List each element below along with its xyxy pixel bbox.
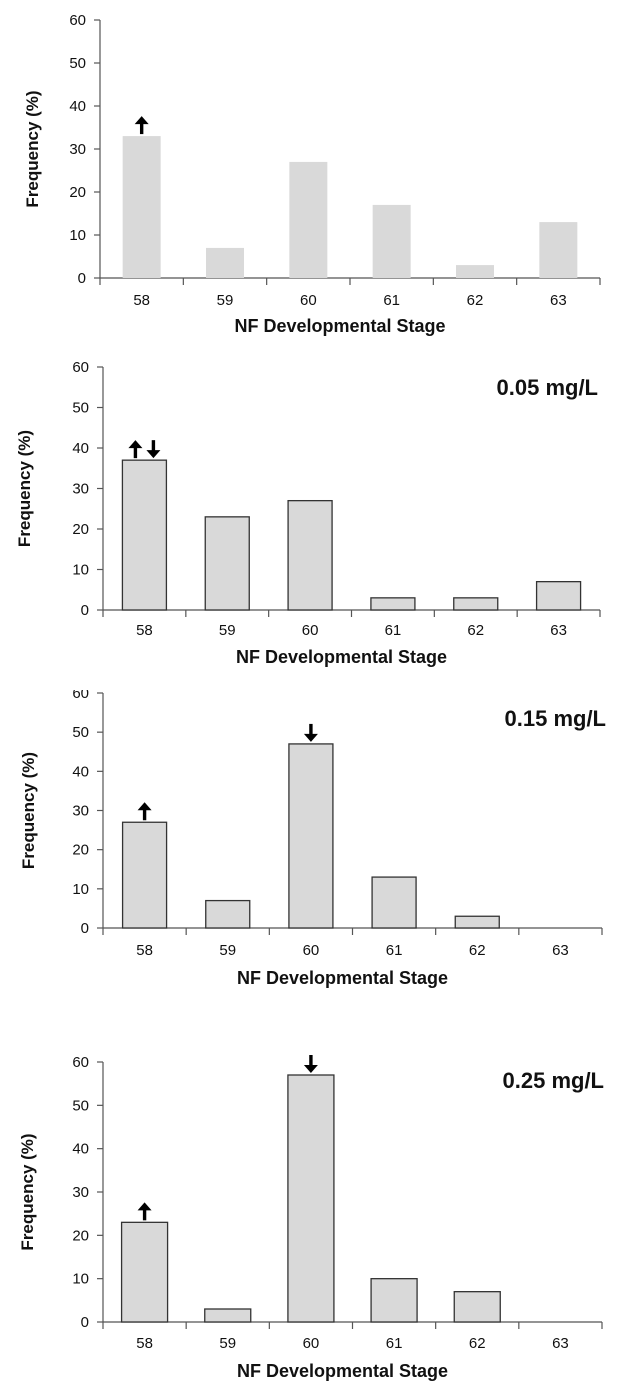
- up-arrow-icon: [134, 116, 149, 135]
- y-tick-label: 50: [72, 400, 89, 417]
- y-tick-label: 60: [72, 1054, 89, 1071]
- x-tick-label-63: 63: [552, 942, 569, 959]
- bar-stage-62: [453, 597, 499, 611]
- x-tick-label-58: 58: [136, 1335, 153, 1352]
- bar-stage-62: [453, 1291, 501, 1323]
- y-tick-label: 30: [72, 1184, 89, 1201]
- bar-stage-60: [287, 499, 333, 611]
- x-axis-label: NF Developmental Stage: [237, 968, 448, 988]
- x-tick-label-60: 60: [303, 942, 320, 959]
- x-tick-label-58: 58: [136, 622, 153, 639]
- x-tick-label-62: 62: [469, 942, 486, 959]
- y-tick-label: 30: [69, 141, 86, 158]
- x-tick-label-58: 58: [133, 292, 150, 309]
- x-tick-label-60: 60: [300, 292, 317, 309]
- chart-panel-1: 0 10 20 30 40 50 60 58 59 60 61 62 63 NF Developmenta…: [23, 12, 601, 336]
- x-tick-label-63: 63: [550, 292, 567, 309]
- bar-stage-60: [289, 161, 328, 278]
- y-tick-label: 50: [72, 1097, 89, 1114]
- bar-stage-59: [206, 247, 244, 278]
- x-tick-label-63: 63: [550, 622, 567, 639]
- y-axis-label: Frequency (%): [18, 1133, 37, 1250]
- up-arrow-icon: [128, 440, 143, 459]
- bar-stage-63: [539, 222, 578, 278]
- bar-stage-60: [287, 1074, 335, 1323]
- down-arrow-icon: [146, 440, 161, 459]
- chart-panel-3: 0 10 20 30 40 50 60 58 59 60 61 62 63 NF Developmenta…: [19, 690, 606, 988]
- x-tick-label-62: 62: [467, 622, 484, 639]
- bar-stage-62: [456, 265, 494, 278]
- y-tick-label: 10: [72, 1271, 89, 1288]
- x-tick-label-61: 61: [386, 1335, 403, 1352]
- bar-stage-61: [372, 204, 411, 278]
- concentration-label: 0.25 mg/L: [503, 1068, 604, 1093]
- y-tick-label: 60: [69, 12, 86, 29]
- x-tick-label-63: 63: [552, 1335, 569, 1352]
- x-tick-label-59: 59: [219, 622, 236, 639]
- y-tick-label: 30: [72, 803, 89, 820]
- y-tick-label: 0: [81, 1314, 89, 1331]
- x-tick-label-59: 59: [219, 942, 236, 959]
- bar-stage-60: [288, 743, 334, 929]
- y-tick-label: 10: [72, 562, 89, 579]
- bar-stage-58: [121, 821, 168, 929]
- y-tick-label: 50: [69, 55, 86, 72]
- y-axis-label: Frequency (%): [15, 430, 34, 547]
- y-tick-label: 40: [72, 440, 89, 457]
- y-tick-label: 10: [69, 227, 86, 244]
- chart-panel-4: 0 10 20 30 40 50 60 58 59 60 61 62 63 NF Developmenta…: [18, 1054, 604, 1381]
- bar-stage-58: [121, 459, 168, 611]
- y-tick-label: 0: [78, 270, 86, 287]
- bar-stage-62: [454, 915, 500, 929]
- down-arrow-icon: [303, 1055, 318, 1073]
- x-tick-label-58: 58: [136, 942, 153, 959]
- x-tick-label-60: 60: [302, 622, 319, 639]
- y-tick-label: 60: [72, 359, 89, 376]
- x-axis-label: NF Developmental Stage: [236, 647, 447, 667]
- chart-panel-2: 0 10 20 30 40 50 60 58 59 60 61 62 63 NF Developmenta…: [15, 359, 601, 667]
- y-tick-label: 0: [81, 602, 89, 619]
- y-tick-label: 20: [72, 521, 89, 538]
- y-tick-label: 20: [72, 842, 89, 859]
- x-tick-label-61: 61: [386, 942, 403, 959]
- bar-stage-61: [370, 597, 416, 611]
- up-arrow-icon: [137, 802, 152, 821]
- x-tick-label-62: 62: [469, 1335, 486, 1352]
- bar-stage-63: [535, 580, 582, 611]
- x-tick-label-61: 61: [383, 292, 400, 309]
- x-axis-label: NF Developmental Stage: [234, 316, 445, 336]
- concentration-label: 0.05 mg/L: [497, 375, 598, 400]
- y-tick-label: 20: [69, 184, 86, 201]
- y-tick-label: 50: [72, 724, 89, 741]
- y-tick-label: 60: [72, 690, 89, 702]
- y-tick-label: 20: [72, 1227, 89, 1244]
- y-tick-label: 40: [69, 98, 86, 115]
- bar-stage-59: [205, 899, 251, 929]
- x-tick-label-59: 59: [219, 1335, 236, 1352]
- y-tick-label: 30: [72, 481, 89, 498]
- y-tick-label: 0: [81, 920, 89, 937]
- bar-stage-58: [122, 136, 161, 278]
- bar-stage-58: [120, 1221, 169, 1323]
- y-axis-label: Frequency (%): [23, 90, 42, 207]
- bar-stage-59: [204, 1308, 252, 1323]
- bar-stage-61: [370, 1278, 418, 1323]
- x-tick-label-61: 61: [385, 622, 402, 639]
- up-arrow-icon: [137, 1202, 152, 1221]
- x-axis-label: NF Developmental Stage: [237, 1361, 448, 1381]
- x-tick-label-60: 60: [303, 1335, 320, 1352]
- y-axis-label: Frequency (%): [19, 752, 38, 869]
- x-tick-label-62: 62: [467, 292, 484, 309]
- down-arrow-icon: [303, 723, 318, 742]
- y-tick-label: 10: [72, 881, 89, 898]
- concentration-label: 0.15 mg/L: [505, 706, 606, 731]
- bar-stage-61: [371, 876, 417, 929]
- y-tick-label: 40: [72, 1141, 89, 1158]
- y-tick-label: 40: [72, 763, 89, 780]
- x-tick-label-59: 59: [217, 292, 234, 309]
- bar-stage-59: [204, 516, 250, 611]
